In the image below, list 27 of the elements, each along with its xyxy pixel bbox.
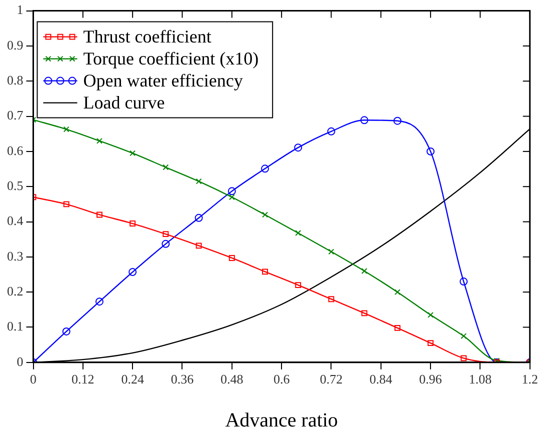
y-tick-label: 0.1 — [7, 318, 24, 334]
x-axis-title: Advance ratio — [225, 409, 338, 432]
y-tick-label: 0.7 — [7, 108, 24, 123]
legend-label: Thrust coefficient — [83, 26, 212, 47]
legend-label: Open water efficiency — [83, 70, 243, 91]
x-tick-label: 0.96 — [419, 372, 442, 387]
x-tick-label: 0.36 — [170, 372, 194, 387]
x-tick-label: 0.84 — [370, 372, 393, 387]
x-tick-label: 1.08 — [468, 372, 492, 387]
x-tick-label: 0.12 — [72, 372, 94, 387]
y-tick-label: 0.8 — [7, 72, 24, 88]
x-tick-label: 0 — [30, 372, 36, 387]
x-tick-label: 0.48 — [220, 372, 244, 387]
x-tick-label: 1.2 — [522, 372, 538, 387]
x-tick-label: 0.24 — [121, 372, 144, 387]
legend-label: Load curve — [83, 92, 165, 113]
y-tick-label: 0 — [16, 354, 24, 369]
x-tick-label: 0.72 — [320, 372, 343, 387]
y-tick-label: 0.9 — [7, 37, 24, 52]
y-tick-label: 0.2 — [7, 284, 24, 298]
y-tick-label: 0.5 — [7, 178, 24, 194]
legend-label: Torque coefficient (x10) — [83, 48, 259, 69]
x-tick-label: 0.6 — [273, 372, 290, 387]
y-tick-label: 0.6 — [7, 142, 24, 158]
y-tick-label: 0.4 — [7, 213, 24, 228]
y-tick-label: 0.3 — [7, 248, 24, 264]
y-tick-label: 1 — [16, 2, 24, 18]
